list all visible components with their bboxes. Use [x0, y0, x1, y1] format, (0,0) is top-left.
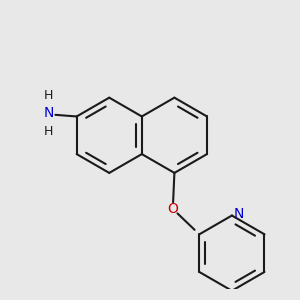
- Text: N: N: [234, 207, 244, 221]
- Text: H: H: [44, 89, 53, 102]
- Text: H: H: [44, 125, 53, 138]
- Text: N: N: [44, 106, 54, 120]
- Text: O: O: [167, 202, 178, 216]
